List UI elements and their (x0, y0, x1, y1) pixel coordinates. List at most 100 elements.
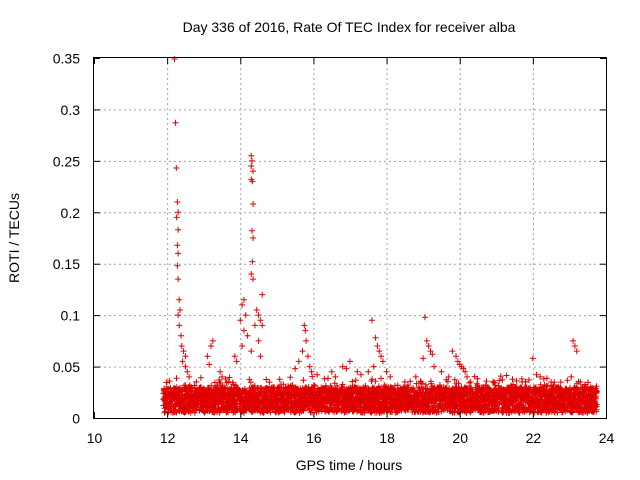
data-point (180, 348, 187, 355)
data-point (308, 368, 315, 375)
data-point (522, 379, 529, 385)
data-point (175, 209, 182, 216)
y-tick-label: 0.35 (53, 51, 80, 67)
x-axis-label: GPS time / hours (296, 457, 403, 473)
data-point (208, 343, 215, 349)
data-point (250, 168, 257, 175)
data-point (573, 348, 580, 355)
data-point (248, 227, 255, 234)
data-point (511, 389, 518, 396)
data-point (425, 343, 432, 349)
data-point (222, 375, 229, 382)
data-point (453, 353, 460, 360)
grid-lines (94, 58, 606, 418)
data-point (464, 373, 471, 380)
data-point (175, 250, 182, 257)
data-point (347, 358, 353, 365)
data-point (518, 375, 525, 382)
data-point (248, 348, 255, 355)
data-point (174, 242, 181, 249)
x-tick-label: 20 (452, 430, 468, 446)
data-point (592, 389, 599, 396)
data-point (306, 363, 313, 370)
data-point (255, 312, 262, 319)
data-point (248, 271, 255, 277)
y-tick-label: 0 (72, 411, 80, 427)
axis-ticks: 10 12 14 16 18 20 22 24 0 0.05 0.1 0.15 0.2 0.25 0.3 0.… (53, 51, 615, 447)
data-point (339, 363, 346, 370)
data-point (445, 373, 452, 380)
data-point (423, 337, 430, 344)
data-point (240, 296, 247, 303)
data-point (299, 348, 306, 355)
data-point (412, 373, 419, 380)
data-point (178, 332, 185, 339)
data-point (175, 276, 182, 283)
data-point (255, 337, 262, 344)
data-points (160, 56, 600, 416)
y-tick-label: 0.3 (61, 102, 81, 118)
data-point (174, 199, 181, 205)
data-point (302, 327, 309, 334)
data-point (182, 353, 189, 360)
data-point (175, 226, 182, 233)
data-point (462, 368, 469, 375)
data-point (206, 361, 213, 368)
data-point (548, 379, 555, 385)
data-point (204, 353, 211, 360)
data-point (173, 165, 180, 172)
data-point (179, 358, 186, 365)
data-point (370, 363, 377, 370)
y-tick-label: 0.1 (61, 308, 81, 324)
data-point (239, 301, 246, 308)
data-point (186, 373, 193, 380)
data-point (420, 355, 427, 362)
data-point (250, 276, 257, 283)
y-tick-label: 0.05 (53, 359, 80, 375)
data-point (372, 334, 379, 341)
data-point (368, 317, 375, 324)
data-point (184, 368, 191, 375)
data-point (365, 368, 372, 375)
data-point (251, 322, 258, 329)
data-point (239, 343, 246, 349)
data-point (301, 322, 308, 329)
data-point (540, 375, 547, 382)
data-point (259, 322, 266, 329)
chart-title: Day 336 of 2016, Rate Of TEC Index for r… (183, 19, 516, 35)
data-point (176, 307, 183, 313)
data-point (427, 348, 434, 355)
data-point (529, 355, 536, 362)
x-tick-label: 12 (160, 430, 176, 446)
data-point (570, 337, 577, 344)
data-point (178, 343, 185, 349)
data-point (242, 312, 249, 319)
data-point (176, 322, 183, 329)
data-point (314, 371, 321, 378)
data-point (328, 368, 335, 375)
y-axis-label: ROTI / TECUs (6, 193, 22, 283)
data-point (295, 358, 302, 365)
y-tick-label: 0.25 (53, 153, 80, 169)
data-point (533, 371, 540, 378)
data-point (460, 365, 467, 372)
data-point (249, 258, 256, 265)
x-tick-label: 16 (306, 430, 322, 446)
data-point (577, 379, 584, 385)
data-point (173, 214, 180, 221)
data-point (387, 373, 394, 380)
data-point (584, 384, 591, 391)
data-point (248, 157, 255, 164)
data-point (182, 363, 189, 370)
data-point (219, 373, 225, 380)
data-point (454, 358, 461, 365)
data-point (250, 201, 257, 208)
data-point (257, 317, 264, 324)
y-tick-label: 0.2 (61, 205, 81, 221)
data-point (379, 358, 386, 365)
data-point (438, 368, 445, 375)
data-point (172, 119, 179, 126)
data-point (217, 368, 224, 375)
data-point (176, 296, 183, 303)
